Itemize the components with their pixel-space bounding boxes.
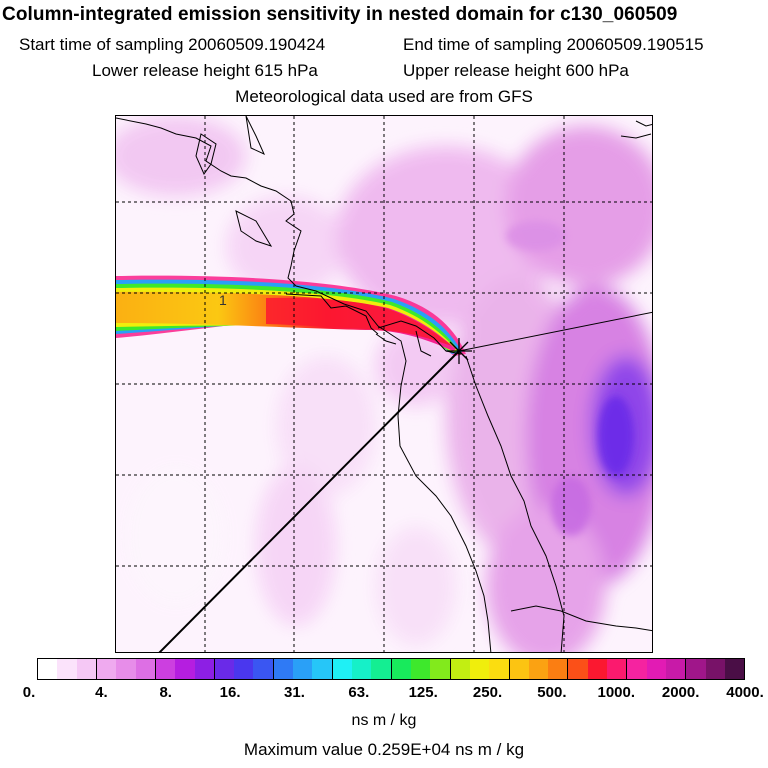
coastlines [116, 116, 652, 652]
colorbar-segment [627, 659, 647, 679]
colorbar-segment [509, 659, 529, 679]
colorbar-segment [607, 659, 628, 679]
colorbar-segment [135, 659, 156, 679]
colorbar-segment [587, 659, 608, 679]
release-upper: Upper release height 600 hPa [403, 61, 629, 80]
colorbar-segment [214, 659, 235, 679]
colorbar-segment [38, 659, 58, 679]
map-canvas: 1 [116, 116, 652, 652]
colorbar-segment [430, 659, 451, 679]
colorbar-segment [568, 659, 588, 679]
colorbar-tick-label: 0. [22, 684, 36, 701]
colorbar-segment [194, 659, 215, 679]
colorbar-segment [155, 659, 176, 679]
sampling-start: Start time of sampling 20060509.190424 [19, 35, 326, 54]
colorbar-segment [234, 659, 254, 679]
colorbar-segment [293, 659, 313, 679]
colorbar-segment [175, 659, 195, 679]
colorbar-segment [686, 659, 706, 679]
release-point-marker [446, 338, 472, 364]
sensitivity-field [116, 116, 652, 652]
colorbar-tick-label: 4000. [726, 684, 764, 701]
met-data-note: Meteorological data used are from GFS [235, 87, 533, 106]
colorbar-segment [705, 659, 725, 679]
colorbar-tick-label: 8. [159, 684, 172, 701]
colorbar-tick-label: 4. [95, 684, 108, 701]
colorbar-tick-label: 2000. [661, 684, 700, 701]
colorbar [37, 658, 745, 680]
emission-plume [116, 275, 466, 356]
colorbar-segment [489, 659, 510, 679]
sampling-end: End time of sampling 20060509.190515 [403, 35, 704, 54]
colorbar-units: ns m / kg [351, 712, 417, 729]
colorbar-segment [469, 659, 490, 679]
colorbar-segment [528, 659, 549, 679]
colorbar-segment [724, 659, 745, 679]
maximum-value: Maximum value 0.259E+04 ns m / kg [243, 740, 525, 759]
map-panel: 1 [115, 115, 653, 653]
colorbar-segment [76, 659, 97, 679]
title-text: Column-integrated emission sensitivity i… [2, 4, 678, 25]
colorbar-segment [253, 659, 274, 679]
colorbar-segment [116, 659, 136, 679]
flight-track [158, 311, 652, 652]
colorbar-tick-label: 16. [219, 684, 241, 701]
colorbar-segment [57, 659, 77, 679]
colorbar-segment [371, 659, 392, 679]
colorbar-segment [352, 659, 372, 679]
colorbar-segment [332, 659, 352, 679]
colorbar-tick-label: 125. [408, 684, 438, 701]
colorbar-segment [96, 659, 117, 679]
colorbar-segment [548, 659, 569, 679]
plume-label: 1 [219, 292, 227, 308]
colorbar-tick-label: 63. [348, 684, 370, 701]
colorbar-segment [312, 659, 333, 679]
release-lower: Lower release height 615 hPa [92, 61, 318, 80]
colorbar-segment [450, 659, 470, 679]
colorbar-segment [666, 659, 687, 679]
colorbar-tick-label: 250. [472, 684, 503, 701]
colorbar-segment [646, 659, 666, 679]
colorbar-segment [410, 659, 431, 679]
colorbar-tick-label: 1000. [597, 684, 636, 701]
colorbar-tick-label: 31. [284, 684, 305, 701]
colorbar-tick-label: 500. [537, 684, 567, 701]
colorbar-segment [391, 659, 411, 679]
colorbar-segment [273, 659, 294, 679]
